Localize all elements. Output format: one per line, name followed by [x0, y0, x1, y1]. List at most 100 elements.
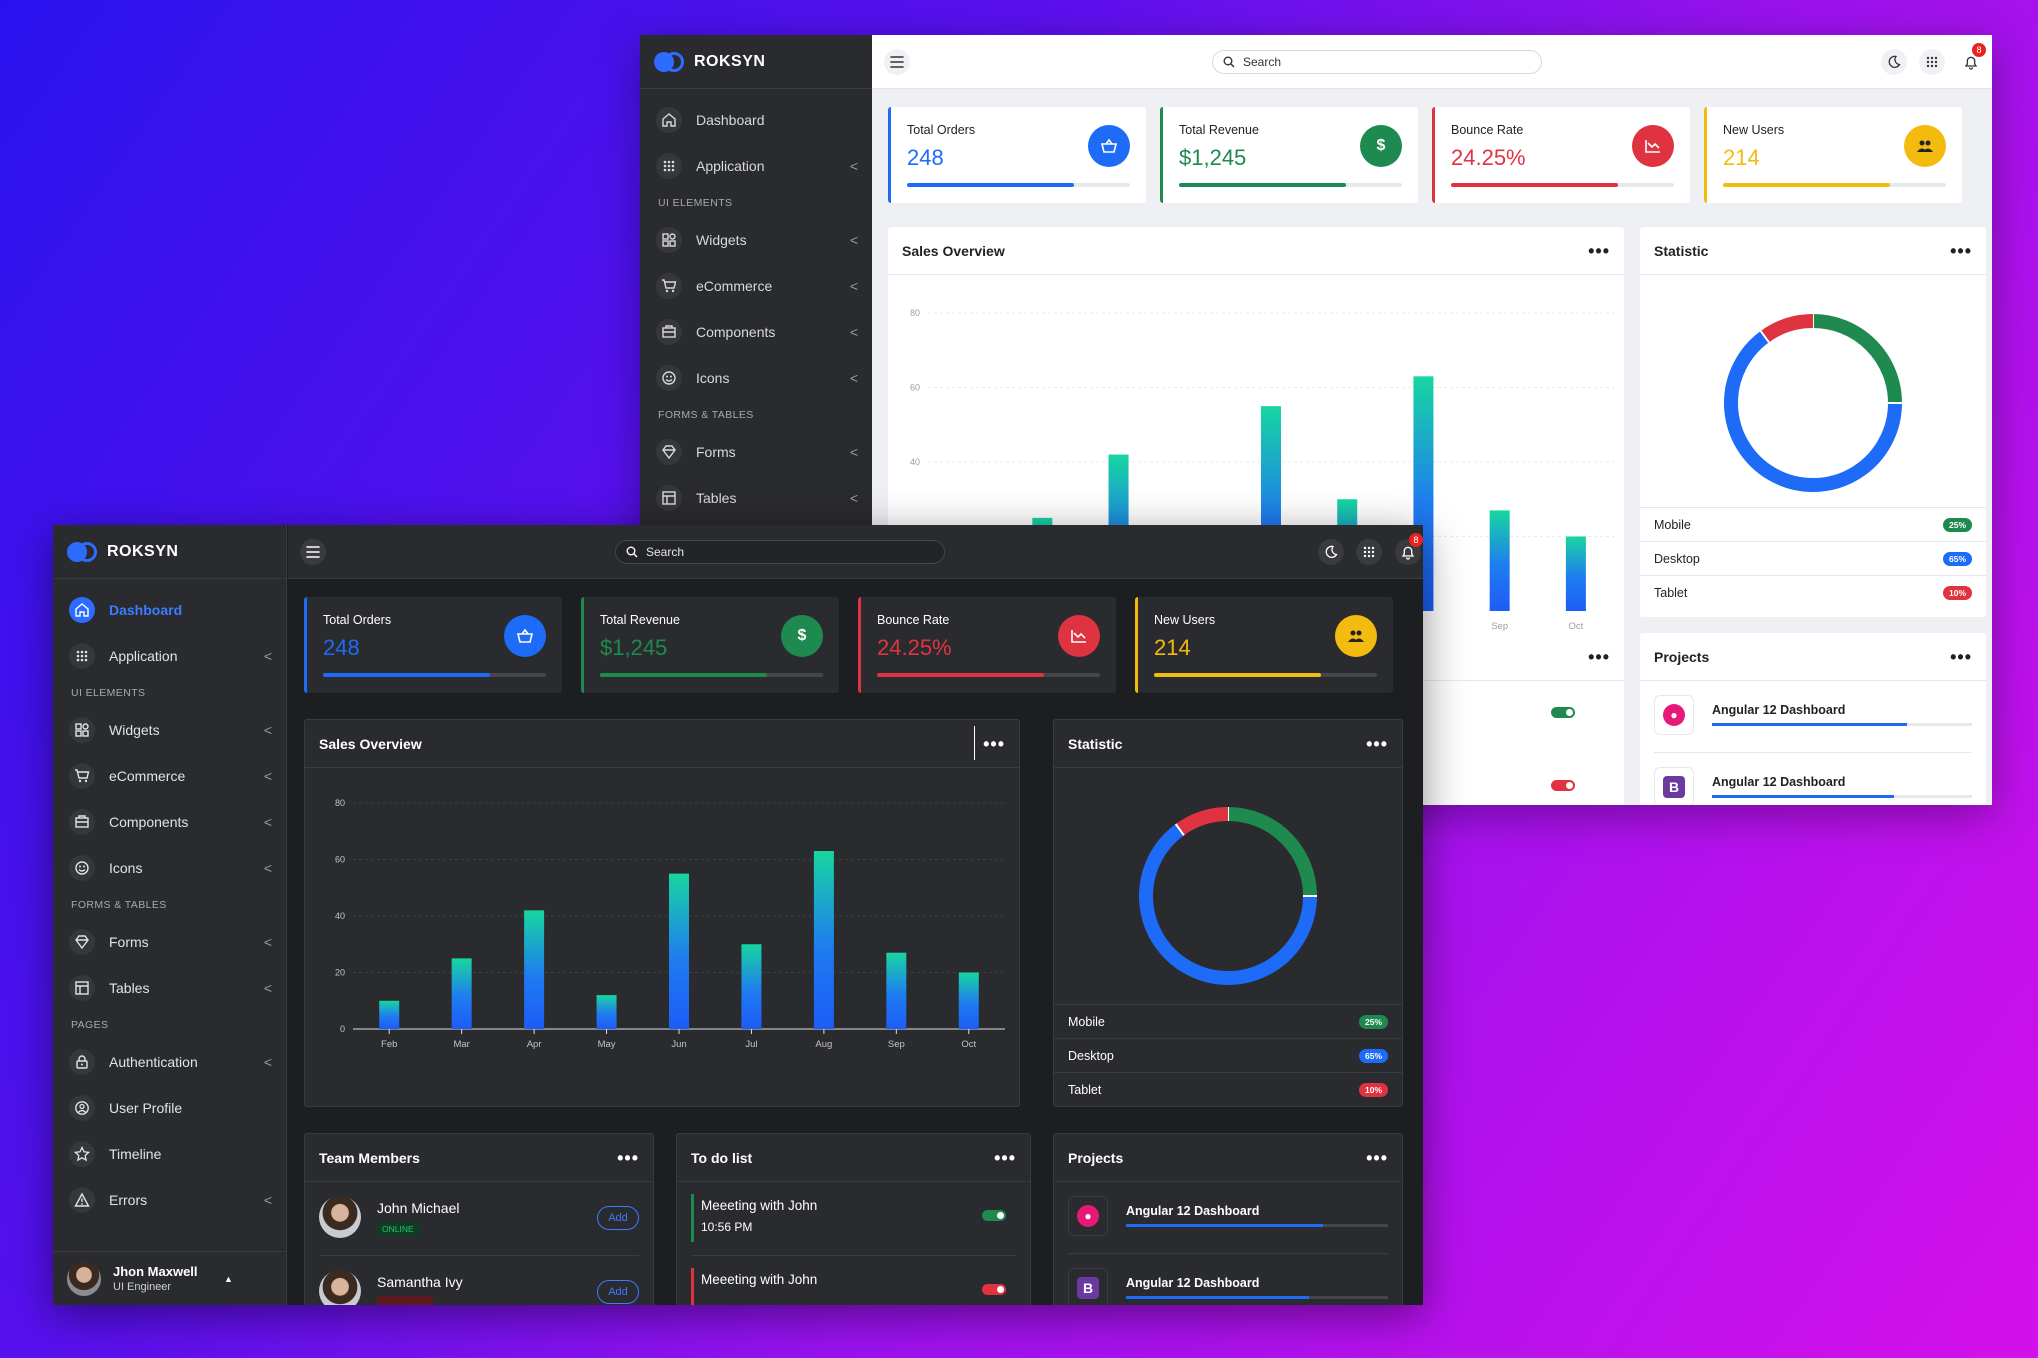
apps-grid-icon[interactable] — [1919, 49, 1945, 75]
brand-logo[interactable]: ROKSYN — [640, 35, 872, 89]
sidebar-item-widgets[interactable]: Widgets < — [53, 707, 286, 753]
project-item[interactable]: ● Angular 12 Dashboard — [1068, 1182, 1388, 1254]
apps-grid-icon[interactable] — [1356, 539, 1382, 565]
donut-slice-mobile[interactable] — [1812, 314, 1902, 404]
project-item[interactable]: ● Angular 12 Dashboard — [1654, 681, 1972, 753]
stat-progress-bar — [1179, 183, 1402, 187]
sidebar-item-dashboard[interactable]: Dashboard — [53, 587, 286, 633]
more-options-icon[interactable]: ••• — [1950, 647, 1972, 667]
sidebar-item-widgets[interactable]: Widgets < — [640, 217, 872, 263]
dark-mode-toggle-icon[interactable] — [1318, 539, 1344, 565]
card-header: To do list ••• — [677, 1134, 1030, 1182]
todo-toggle-on[interactable] — [1551, 707, 1575, 718]
donut-slice-tablet[interactable] — [1175, 807, 1229, 836]
search-input[interactable]: Search — [1212, 50, 1542, 74]
more-options-icon[interactable]: ••• — [617, 1148, 639, 1168]
apple-icon: ● — [1654, 695, 1694, 735]
more-options-icon[interactable]: ••• — [1588, 647, 1610, 667]
text-cursor — [974, 726, 975, 760]
donut-slice-desktop[interactable] — [1139, 824, 1317, 985]
bar-mar[interactable] — [451, 958, 472, 1029]
sidebar-item-application[interactable]: Application < — [640, 143, 872, 189]
stat-progress-bar — [907, 183, 1130, 187]
more-options-icon[interactable]: ••• — [983, 734, 1005, 754]
stat-card-total-revenue[interactable]: Total Revenue $1,245 $ — [1160, 107, 1418, 203]
bar-aug[interactable] — [813, 851, 834, 1029]
notification-bell-icon[interactable]: 8 — [1958, 43, 1986, 75]
donut-slice-mobile[interactable] — [1227, 807, 1317, 897]
y-tick-label: 0 — [340, 1024, 345, 1034]
bar-jul[interactable] — [741, 944, 762, 1029]
sidebar-item-timeline[interactable]: Timeline — [53, 1131, 286, 1177]
stat-card-total-orders[interactable]: Total Orders 248 — [304, 597, 562, 693]
sidebar-item-forms[interactable]: Forms < — [53, 919, 286, 965]
project-progress-bar — [1126, 1224, 1388, 1227]
donut-legend: Mobile 25% Desktop 65% Tablet 10% — [1640, 507, 1986, 609]
donut-slice-tablet[interactable] — [1760, 314, 1814, 343]
widgets-icon — [656, 227, 682, 253]
more-options-icon[interactable]: ••• — [1366, 1148, 1388, 1168]
more-options-icon[interactable]: ••• — [1950, 241, 1972, 261]
sidebar-item-application[interactable]: Application < — [53, 633, 286, 679]
bar-apr[interactable] — [524, 910, 545, 1029]
more-options-icon[interactable]: ••• — [1366, 734, 1388, 754]
sidebar-item-authentication[interactable]: Authentication < — [53, 1039, 286, 1085]
stat-card-new-users[interactable]: New Users 214 — [1135, 597, 1393, 693]
sidebar-item-forms[interactable]: Forms < — [640, 429, 872, 475]
search-input[interactable]: Search — [615, 540, 945, 564]
sidebar: ROKSYN Dashboard Application < UI ELEMENTS W… — [53, 525, 287, 1305]
sidebar-item-errors[interactable]: Errors < — [53, 1177, 286, 1223]
todo-toggle[interactable] — [982, 1284, 1006, 1295]
bar-may[interactable] — [596, 995, 617, 1029]
bar-feb[interactable] — [379, 1000, 400, 1029]
todo-item[interactable]: Meeeting with John 10:56 PM — [691, 1182, 1016, 1256]
hamburger-menu-icon[interactable] — [300, 539, 326, 565]
more-options-icon[interactable]: ••• — [994, 1148, 1016, 1168]
sidebar-item-tables[interactable]: Tables < — [53, 965, 286, 1011]
stat-card-bounce-rate[interactable]: Bounce Rate 24.25% — [1432, 107, 1690, 203]
bar-sep[interactable] — [1489, 510, 1510, 611]
x-tick-label: Apr — [527, 1039, 542, 1050]
donut-slice-desktop[interactable] — [1724, 331, 1902, 492]
user-profile-footer[interactable]: Jhon Maxwell UI Engineer ▲ — [53, 1251, 286, 1305]
bar-jun[interactable] — [669, 873, 689, 1029]
sidebar-nav: Dashboard Application < UI ELEMENTS Widgets <… — [640, 89, 872, 521]
project-item[interactable]: B Angular 12 Dashboard — [1654, 753, 1972, 805]
hamburger-menu-icon[interactable] — [884, 49, 910, 75]
sidebar-item-dashboard[interactable]: Dashboard — [640, 97, 872, 143]
y-tick-label: 60 — [910, 383, 920, 393]
dark-mode-toggle-icon[interactable] — [1881, 49, 1907, 75]
bar-sep[interactable] — [886, 952, 907, 1029]
sidebar-item-ecommerce[interactable]: eCommerce < — [640, 263, 872, 309]
sidebar-item-icons[interactable]: Icons < — [640, 355, 872, 401]
add-member-button[interactable]: Add — [597, 1280, 639, 1304]
bar-oct[interactable] — [958, 972, 979, 1030]
caret-up-icon[interactable]: ▲ — [224, 1273, 233, 1284]
more-options-icon[interactable]: ••• — [1588, 241, 1610, 261]
project-item[interactable]: B Angular 12 Dashboard — [1068, 1254, 1388, 1305]
sidebar-item-ecommerce[interactable]: eCommerce < — [53, 753, 286, 799]
bar-oct[interactable] — [1565, 536, 1586, 612]
sidebar-item-components[interactable]: Components < — [53, 799, 286, 845]
brand-logo[interactable]: ROKSYN — [53, 525, 286, 579]
y-tick-label: 60 — [335, 855, 345, 865]
sidebar-item-components[interactable]: Components < — [640, 309, 872, 355]
stat-card-bounce-rate[interactable]: Bounce Rate 24.25% — [858, 597, 1116, 693]
stat-card-total-revenue[interactable]: Total Revenue $1,245 $ — [581, 597, 839, 693]
notification-bell-icon[interactable]: 8 — [1395, 533, 1423, 565]
team-list: John Michael ONLINE Add Samantha Ivy Add — [305, 1182, 653, 1305]
sidebar-item-tables[interactable]: Tables < — [640, 475, 872, 521]
todo-toggle-off[interactable] — [1551, 780, 1575, 791]
todo-toggle[interactable] — [982, 1210, 1006, 1221]
chevron-left-icon: < — [849, 370, 858, 386]
main-content: Search 8 Total Orders 248 Total Revenue $1,… — [288, 525, 1423, 1305]
sidebar-item-icons[interactable]: Icons < — [53, 845, 286, 891]
add-member-button[interactable]: Add — [597, 1206, 639, 1230]
chevron-left-icon: < — [263, 1054, 272, 1070]
stat-card-new-users[interactable]: New Users 214 — [1704, 107, 1962, 203]
stat-card-total-orders[interactable]: Total Orders 248 — [888, 107, 1146, 203]
sidebar-item-user-profile[interactable]: User Profile — [53, 1085, 286, 1131]
todo-item[interactable]: Meeeting with John — [691, 1256, 1016, 1305]
todo-title: Meeeting with John — [701, 1198, 818, 1213]
search-icon — [1223, 56, 1235, 68]
